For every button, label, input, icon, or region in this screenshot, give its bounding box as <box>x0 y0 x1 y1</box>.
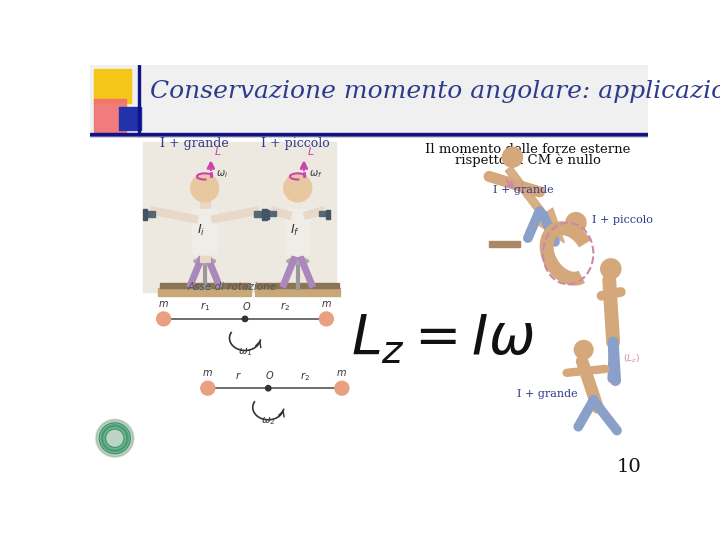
Bar <box>143 209 148 220</box>
Text: I + piccolo: I + piccolo <box>593 215 653 225</box>
Circle shape <box>600 259 621 279</box>
Circle shape <box>575 340 593 359</box>
Text: $L$: $L$ <box>307 145 315 157</box>
Text: $L_z = I\omega$: $L_z = I\omega$ <box>351 311 534 366</box>
Text: Conservazione momento angolare: applicazioni: Conservazione momento angolare: applicaz… <box>150 80 720 103</box>
Circle shape <box>157 312 171 326</box>
Circle shape <box>201 381 215 395</box>
Circle shape <box>106 429 124 448</box>
Circle shape <box>566 213 586 233</box>
Bar <box>90 133 648 136</box>
Ellipse shape <box>194 258 215 264</box>
Bar <box>489 241 520 247</box>
Text: $\omega_1$: $\omega_1$ <box>238 346 252 358</box>
Bar <box>262 209 266 220</box>
Bar <box>144 211 155 217</box>
Text: Asse di rotazione: Asse di rotazione <box>187 281 276 292</box>
Circle shape <box>96 420 133 457</box>
Text: $r_2$: $r_2$ <box>280 301 290 313</box>
Text: rispetto al CM è nullo: rispetto al CM è nullo <box>455 153 600 167</box>
Bar <box>143 142 336 292</box>
Bar <box>94 69 131 103</box>
Text: 10: 10 <box>616 458 641 476</box>
Bar <box>254 211 265 217</box>
Text: I + grande: I + grande <box>493 185 554 194</box>
Text: $m$: $m$ <box>202 368 213 378</box>
Circle shape <box>266 386 271 391</box>
Text: $L$: $L$ <box>214 145 222 157</box>
Text: $I_f$: $I_f$ <box>290 223 300 238</box>
Text: $I_i$: $I_i$ <box>197 223 205 238</box>
Text: $m$: $m$ <box>336 368 347 378</box>
Text: $O$: $O$ <box>265 369 274 381</box>
Bar <box>138 65 140 136</box>
Text: $\omega_2$: $\omega_2$ <box>261 416 276 428</box>
Bar <box>266 211 276 217</box>
Circle shape <box>243 316 248 322</box>
Bar <box>255 288 341 296</box>
Text: $m$: $m$ <box>158 299 169 308</box>
Bar <box>320 211 329 217</box>
FancyArrow shape <box>505 166 564 242</box>
Text: $r$: $r$ <box>235 370 242 381</box>
Bar <box>90 65 648 136</box>
Circle shape <box>503 147 523 167</box>
Bar <box>94 99 127 132</box>
Bar <box>158 288 251 296</box>
Bar <box>326 210 330 219</box>
Text: I + grande: I + grande <box>517 389 577 400</box>
Text: $\omega_i$: $\omega_i$ <box>215 168 228 180</box>
FancyBboxPatch shape <box>192 210 217 255</box>
Text: Il momento delle forze esterne: Il momento delle forze esterne <box>426 143 631 156</box>
Text: $\omega_f$: $\omega_f$ <box>309 168 322 180</box>
Circle shape <box>96 419 134 457</box>
Circle shape <box>191 174 219 202</box>
Text: $r_2$: $r_2$ <box>300 370 310 383</box>
Circle shape <box>335 381 349 395</box>
FancyBboxPatch shape <box>160 284 250 288</box>
FancyBboxPatch shape <box>256 284 339 288</box>
Text: I + piccolo: I + piccolo <box>261 137 330 150</box>
Text: $m$: $m$ <box>321 299 332 308</box>
Circle shape <box>284 174 312 202</box>
Text: $O$: $O$ <box>242 300 251 312</box>
Circle shape <box>320 312 333 326</box>
Text: $L$: $L$ <box>518 180 526 192</box>
Text: $(L_z)$: $(L_z)$ <box>624 352 640 365</box>
Text: $r_1$: $r_1$ <box>199 301 210 313</box>
Text: I + grande: I + grande <box>161 137 229 150</box>
FancyBboxPatch shape <box>286 210 310 255</box>
Bar <box>265 210 269 219</box>
Circle shape <box>101 424 129 452</box>
Ellipse shape <box>287 258 309 264</box>
Bar <box>120 107 141 130</box>
